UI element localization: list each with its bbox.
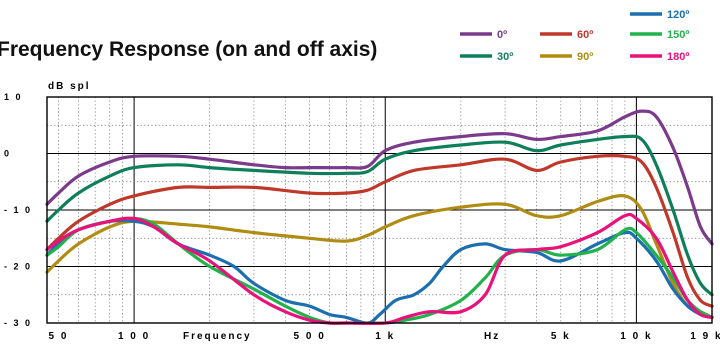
legend: 0º 30º 60º 90º 120º 150º 180º: [460, 9, 689, 63]
y-axis-label: dB spl: [48, 81, 91, 92]
x-tick-label: 1 0 k: [620, 331, 652, 342]
legend-label: 60º: [577, 29, 593, 41]
x-tick-label: 1 0 0: [118, 331, 150, 342]
legend-label: 90º: [577, 51, 593, 63]
y-tick-label: - 1 0: [4, 205, 32, 215]
series-line-120deg: [45, 218, 714, 325]
series-line-150deg: [45, 216, 714, 325]
series-line-60deg: [45, 154, 714, 308]
plot-frame: [46, 96, 713, 324]
y-tick-label: - 3 0: [4, 318, 32, 328]
x-ticks: 5 0 1 0 0 5 0 0 1 k 5 k 1 0 k 1 9 k: [49, 331, 720, 342]
grid: [47, 97, 712, 323]
x-tick-label: 5 0: [49, 331, 69, 342]
x-tick-label: 1 9 k: [690, 331, 720, 342]
x-axis-label-hz: Hz: [484, 331, 500, 342]
legend-label: 150º: [667, 29, 689, 41]
x-tick-label: 5 k: [551, 331, 571, 342]
y-tick-label: 0: [4, 149, 11, 159]
series-line-30deg: [45, 134, 714, 297]
chart-title: Frequency Response (on and off axis): [0, 38, 377, 61]
x-tick-label: 1 k: [375, 331, 395, 342]
legend-label: 30º: [497, 51, 513, 63]
legend-label: 180º: [667, 51, 689, 63]
series-line-180deg: [45, 212, 714, 325]
y-tick-label: 1 0: [4, 92, 23, 102]
legend-label: 0º: [497, 29, 507, 41]
y-ticks: 1 0 0 - 1 0 - 2 0 - 3 0: [4, 92, 32, 328]
series-layer: [45, 109, 714, 325]
x-axis-label-frequency: Frequency: [183, 331, 252, 342]
series-line-0deg: [45, 109, 714, 246]
x-tick-label: 5 0 0: [294, 331, 326, 342]
y-tick-label: - 2 0: [4, 262, 32, 272]
legend-label: 120º: [667, 9, 689, 21]
